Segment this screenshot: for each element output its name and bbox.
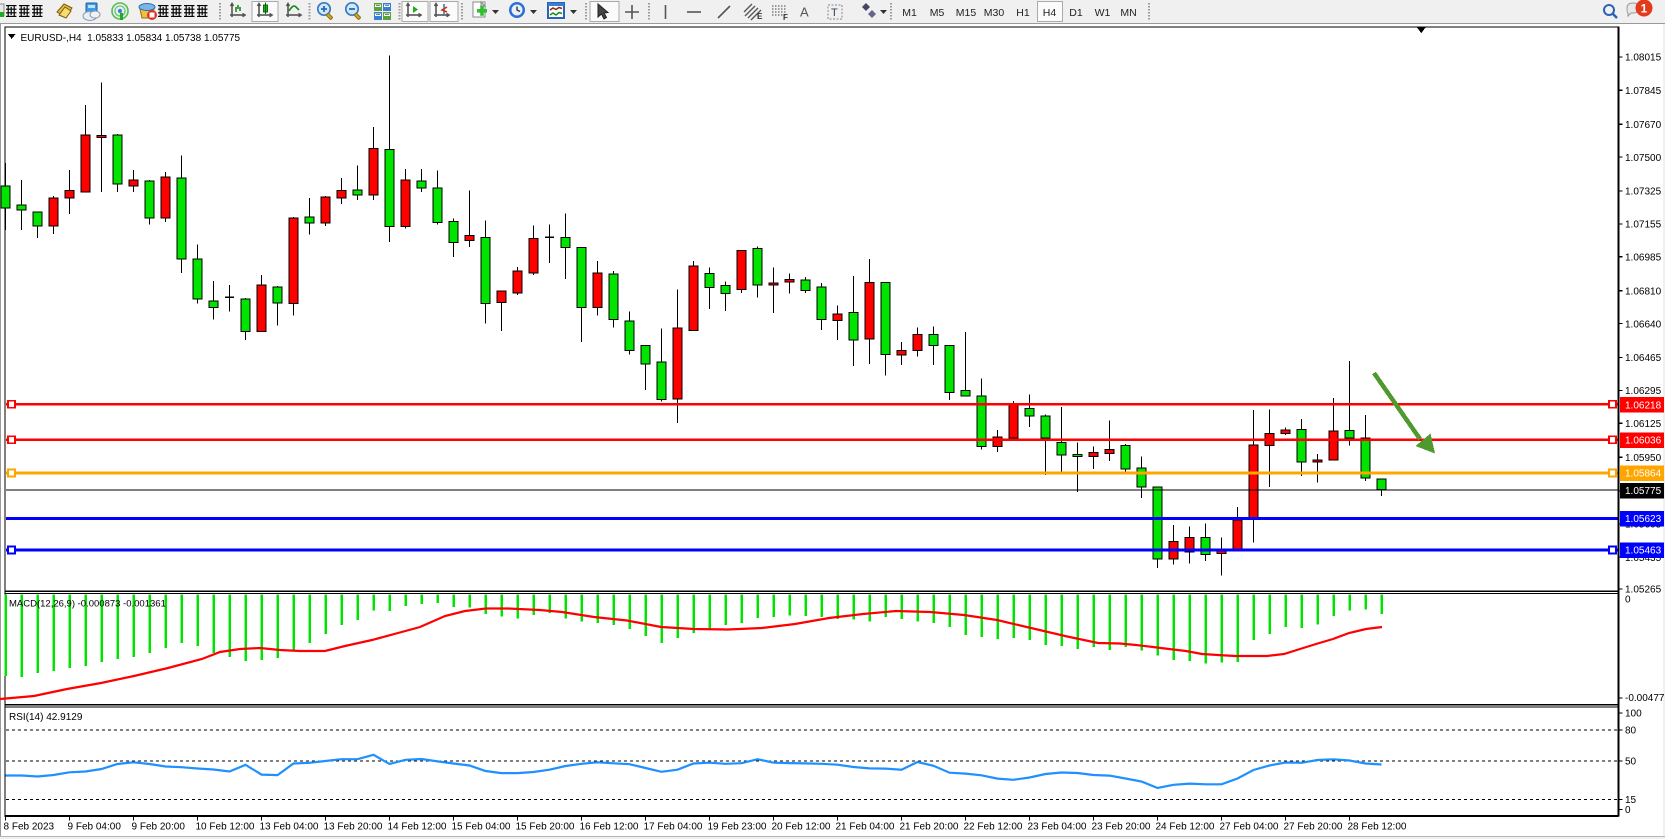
svg-text:10 Feb 12:00: 10 Feb 12:00 — [196, 822, 255, 833]
svg-text:1.05950: 1.05950 — [1625, 453, 1662, 464]
svg-text:1.05463: 1.05463 — [1625, 546, 1662, 557]
svg-text:W1: W1 — [1095, 7, 1111, 19]
svg-text:27 Feb 20:00: 27 Feb 20:00 — [1284, 822, 1343, 833]
svg-text:14 Feb 12:00: 14 Feb 12:00 — [388, 822, 447, 833]
svg-text:50: 50 — [1625, 757, 1637, 768]
svg-text:1.07325: 1.07325 — [1625, 187, 1662, 198]
svg-text:9 Feb 20:00: 9 Feb 20:00 — [132, 822, 186, 833]
svg-text:15 Feb 20:00: 15 Feb 20:00 — [516, 822, 575, 833]
svg-text:1.05775: 1.05775 — [1625, 486, 1662, 497]
svg-text:23 Feb 20:00: 23 Feb 20:00 — [1092, 822, 1151, 833]
svg-text:8 Feb 2023: 8 Feb 2023 — [4, 822, 55, 833]
svg-text:1.05435: 1.05435 — [1625, 553, 1662, 564]
svg-text:24 Feb 12:00: 24 Feb 12:00 — [1156, 822, 1215, 833]
svg-text:80: 80 — [1625, 726, 1637, 737]
svg-text:0: 0 — [1625, 595, 1631, 606]
svg-text:16 Feb 12:00: 16 Feb 12:00 — [580, 822, 639, 833]
svg-text:9 Feb 04:00: 9 Feb 04:00 — [68, 822, 122, 833]
svg-text:1.06640: 1.06640 — [1625, 319, 1662, 330]
svg-text:15 Feb 04:00: 15 Feb 04:00 — [452, 822, 511, 833]
svg-text:1.07670: 1.07670 — [1625, 120, 1662, 131]
svg-text:0: 0 — [1625, 805, 1631, 816]
svg-text:RSI(14) 42.9129: RSI(14) 42.9129 — [9, 712, 83, 723]
svg-text:19 Feb 23:00: 19 Feb 23:00 — [708, 822, 767, 833]
svg-text:F: F — [783, 13, 788, 22]
svg-text:13 Feb 04:00: 13 Feb 04:00 — [260, 822, 319, 833]
svg-text:E: E — [757, 12, 763, 21]
svg-text:1.06218: 1.06218 — [1625, 400, 1662, 411]
svg-text:H1: H1 — [1016, 7, 1030, 19]
svg-text:1.07845: 1.07845 — [1625, 86, 1662, 97]
svg-text:1.06036: 1.06036 — [1625, 436, 1662, 447]
svg-text:27 Feb 04:00: 27 Feb 04:00 — [1220, 822, 1279, 833]
svg-text:17 Feb 04:00: 17 Feb 04:00 — [644, 822, 703, 833]
svg-text:-0.00477: -0.00477 — [1625, 693, 1665, 704]
svg-text:1.06125: 1.06125 — [1625, 419, 1662, 430]
svg-text:1.05864: 1.05864 — [1625, 469, 1662, 480]
svg-text:1.06465: 1.06465 — [1625, 353, 1662, 364]
svg-text:MACD(12,26,9) -0.000873 -0.001: MACD(12,26,9) -0.000873 -0.001361 — [9, 599, 166, 610]
svg-text:1.06810: 1.06810 — [1625, 286, 1662, 297]
svg-text:T: T — [831, 7, 838, 19]
svg-text:1.06985: 1.06985 — [1625, 253, 1662, 264]
svg-text:M30: M30 — [984, 7, 1005, 19]
svg-text:D1: D1 — [1069, 7, 1083, 19]
svg-text:1.07155: 1.07155 — [1625, 220, 1662, 231]
svg-text:EURUSD-,H4 1.05833 1.05834 1.: EURUSD-,H4 1.05833 1.05834 1.05738 1.057… — [21, 33, 241, 44]
svg-text:21 Feb 20:00: 21 Feb 20:00 — [900, 822, 959, 833]
svg-text:A: A — [800, 5, 809, 20]
svg-text:1.05623: 1.05623 — [1625, 514, 1662, 525]
svg-text:1.08015: 1.08015 — [1625, 53, 1662, 64]
svg-text:15: 15 — [1625, 795, 1637, 806]
svg-text:M1: M1 — [902, 7, 917, 19]
svg-text:23 Feb 04:00: 23 Feb 04:00 — [1028, 822, 1087, 833]
svg-text:M15: M15 — [956, 7, 977, 19]
svg-text:100: 100 — [1625, 709, 1642, 720]
svg-text:20 Feb 12:00: 20 Feb 12:00 — [772, 822, 831, 833]
svg-text:28 Feb 12:00: 28 Feb 12:00 — [1348, 822, 1407, 833]
svg-text:13 Feb 20:00: 13 Feb 20:00 — [324, 822, 383, 833]
svg-text:H4: H4 — [1043, 7, 1057, 19]
svg-text:1.06295: 1.06295 — [1625, 386, 1662, 397]
svg-text:M5: M5 — [930, 7, 945, 19]
svg-text:1.05265: 1.05265 — [1625, 585, 1662, 596]
svg-text:MN: MN — [1120, 7, 1136, 19]
svg-text:21 Feb 04:00: 21 Feb 04:00 — [836, 822, 895, 833]
svg-text:1: 1 — [1641, 2, 1648, 16]
svg-text:1.07500: 1.07500 — [1625, 153, 1662, 164]
svg-text:22 Feb 12:00: 22 Feb 12:00 — [964, 822, 1023, 833]
